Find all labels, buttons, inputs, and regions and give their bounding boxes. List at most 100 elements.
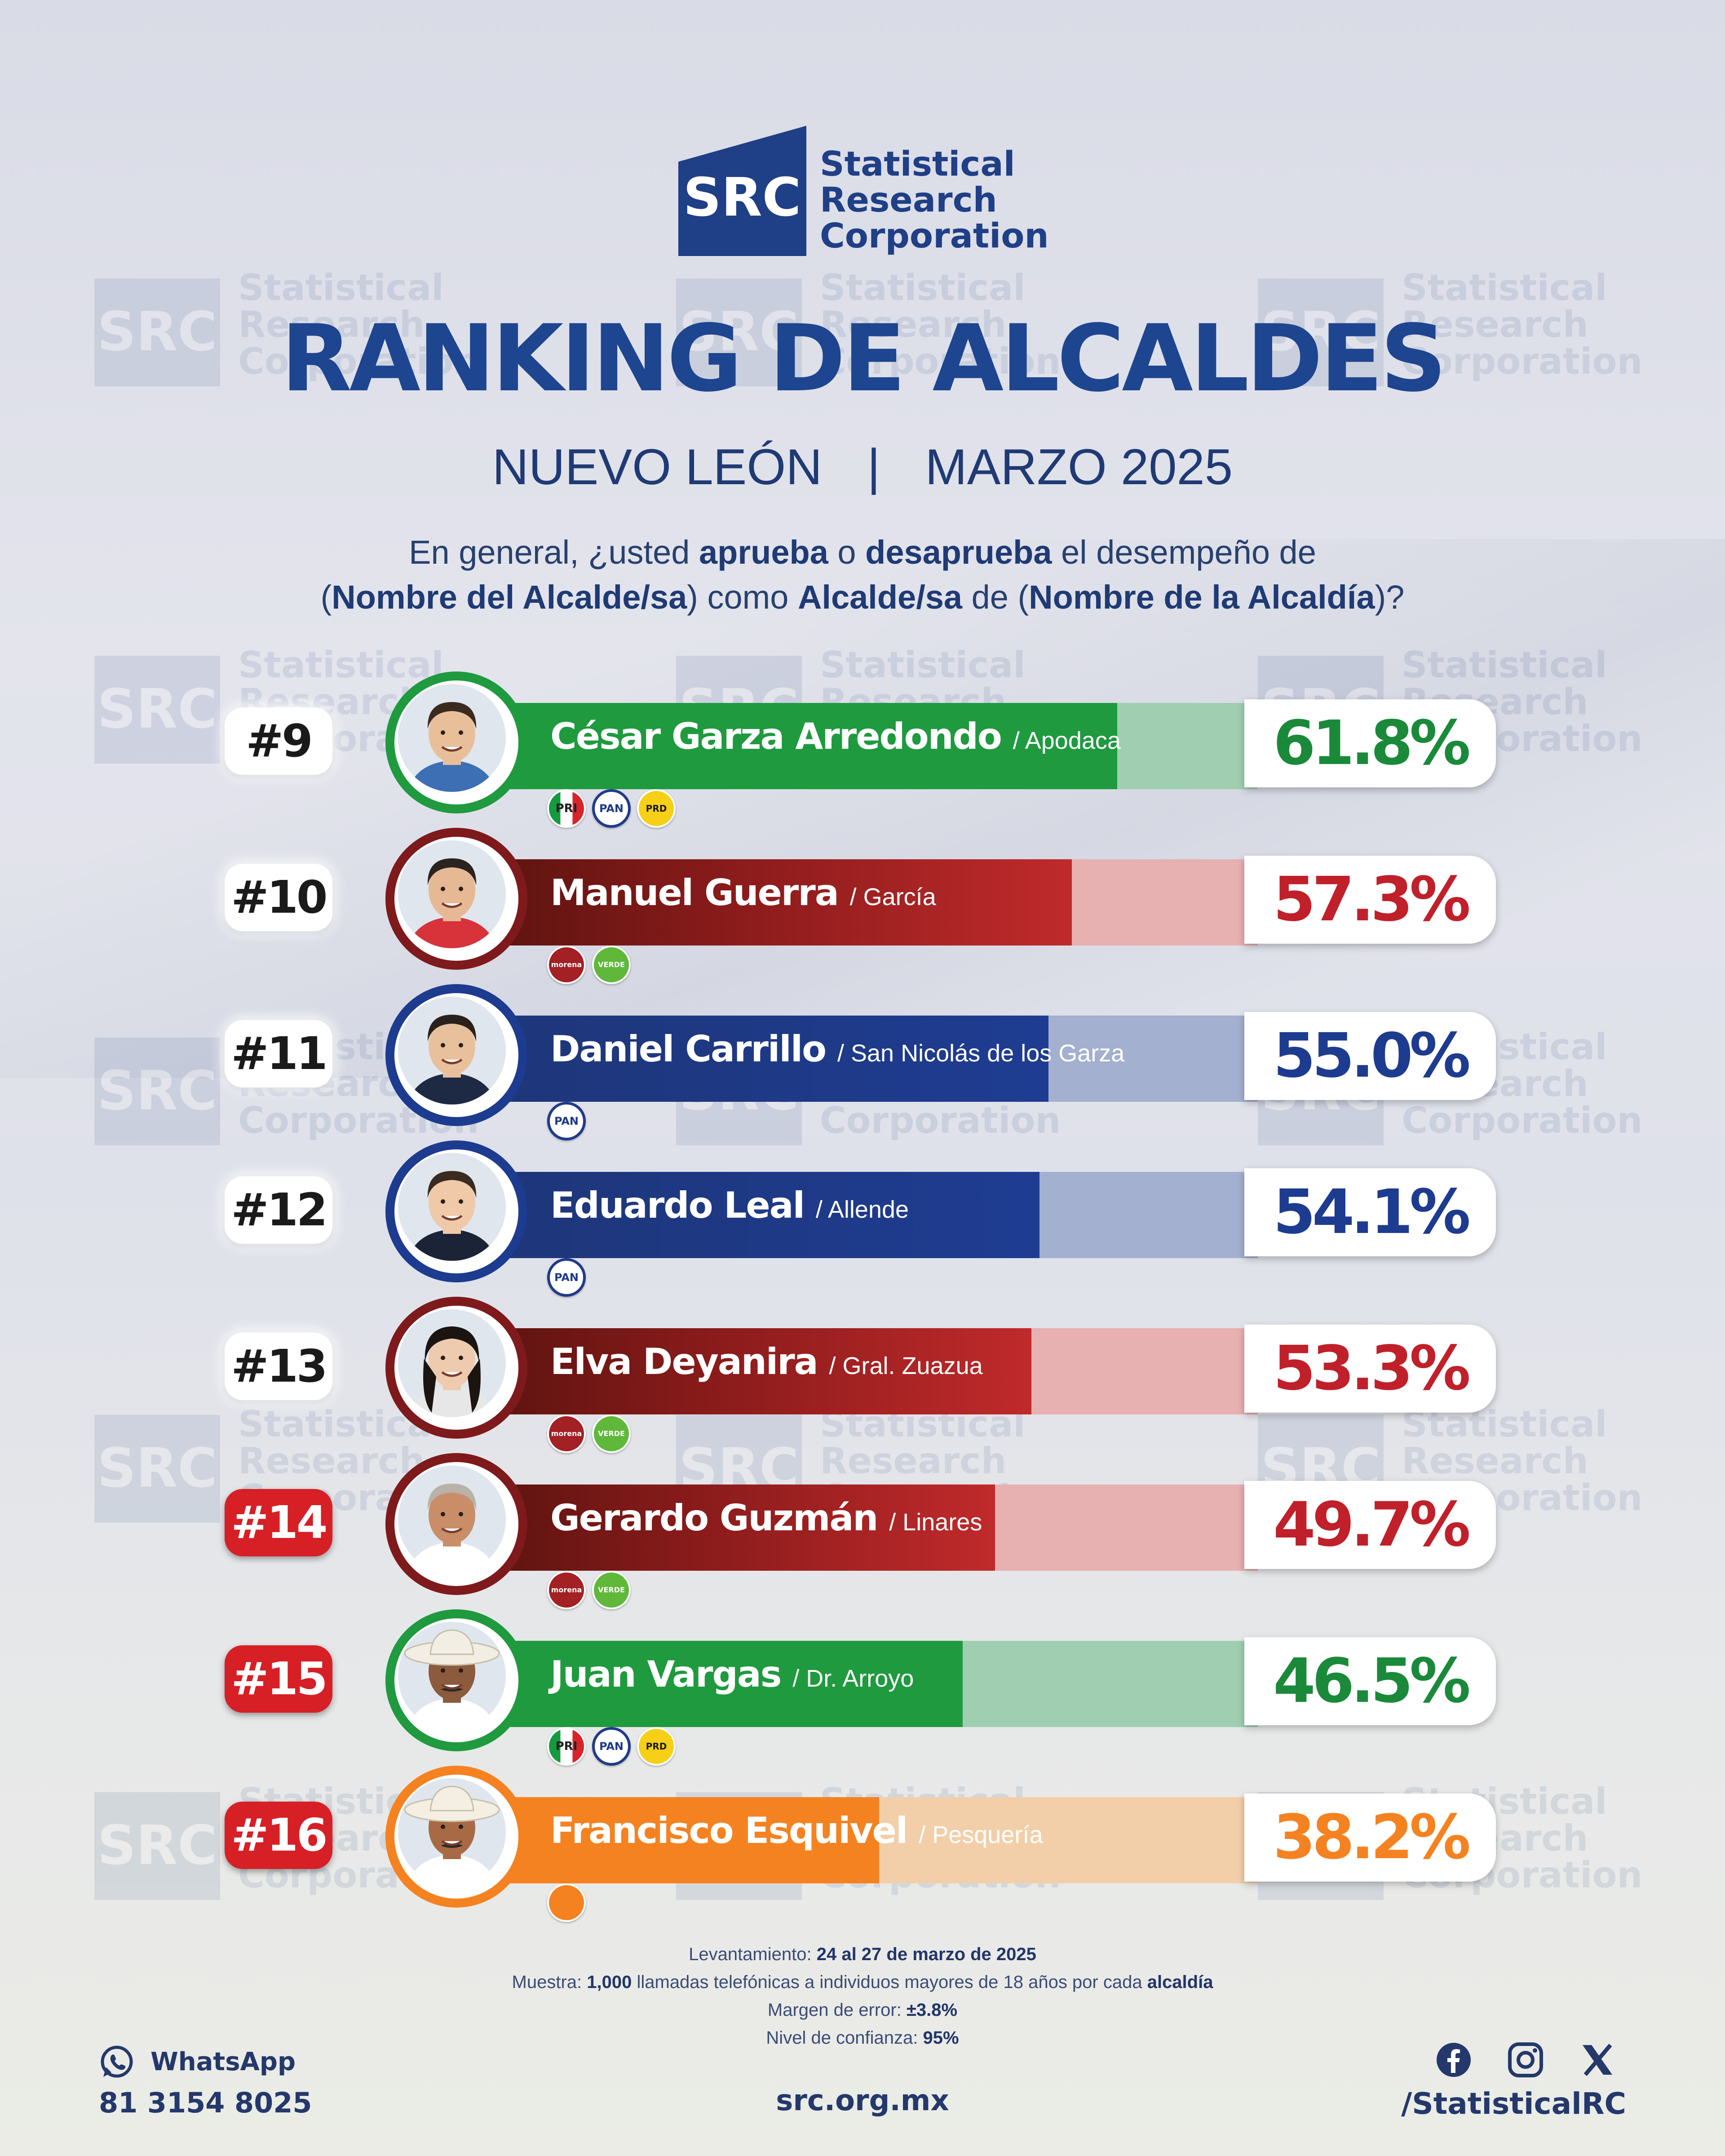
municipality-label: / García [849, 884, 936, 910]
methodology-margin: Margen de error: ±3.8% [767, 2000, 958, 2020]
rank-badge: #11 [225, 1020, 332, 1087]
rank-badge: #10 [225, 864, 332, 931]
watermark-mark: SRC [676, 278, 802, 386]
mayor-name: César Garza Arredondo / Apodaca [550, 716, 1121, 757]
mayor-photo-image [398, 1466, 506, 1573]
mayor-name: Manuel Guerra / García [550, 872, 936, 914]
facebook-icon[interactable] [1435, 2041, 1472, 2078]
ranking-row: #15 Juan Vargas / Dr. Arroyo 46.5% PRI PAN PR… [0, 1609, 1725, 1766]
methodology-fieldwork: Levantamiento: 24 al 27 de marzo de 2025 [689, 1944, 1036, 1964]
mayor-name: Gerardo Guzmán / Linares [550, 1497, 982, 1539]
party-logos: PRI PAN PRD [547, 1727, 682, 1767]
mayor-photo [385, 1453, 527, 1595]
approval-bar-fill [494, 1641, 963, 1727]
rank-badge: #15 [225, 1645, 332, 1713]
municipality-label: / Pesquería [919, 1821, 1043, 1848]
period-label: MARZO 2025 [925, 439, 1233, 495]
watermark-mark: SRC [1258, 278, 1384, 386]
logo-line-3: Corporation [820, 216, 1049, 256]
approval-value: 49.7% [1244, 1481, 1496, 1569]
rank-badge: #12 [225, 1176, 332, 1244]
approval-bar [494, 1172, 1258, 1258]
rank-badge: #9 [225, 707, 332, 775]
approval-value: 61.8% [1244, 699, 1496, 787]
mayor-photo-image [398, 1778, 506, 1886]
approval-bar-fill [494, 1016, 1048, 1102]
social-links: /StatisticalRC [1401, 2041, 1626, 2131]
approval-bar [494, 1016, 1258, 1102]
website-link[interactable]: src.org.mx [776, 2084, 949, 2117]
party-logo-pri-icon: PRI [547, 1727, 586, 1766]
mayor-name: Juan Vargas / Dr. Arroyo [550, 1653, 914, 1695]
approval-bar-remainder [963, 1641, 1258, 1727]
approval-bar-fill [494, 1797, 879, 1883]
party-logo-morena-icon: morena [547, 945, 586, 984]
mayor-photo [385, 1297, 527, 1439]
mayor-photo [385, 984, 527, 1126]
whatsapp-icon [101, 2046, 133, 2078]
approval-bar [494, 1484, 1258, 1571]
municipality-label: / Apodaca [1013, 727, 1121, 754]
approval-value: 38.2% [1244, 1794, 1496, 1882]
party-logos: morena VERDE [547, 1571, 637, 1611]
approval-bar-remainder [1039, 1172, 1258, 1258]
party-logos [547, 1883, 592, 1924]
approval-bar [494, 859, 1258, 945]
watermark-mark: SRC [94, 656, 220, 764]
mayor-photo-image [398, 840, 506, 948]
mayor-name-text: Manuel Guerra [550, 872, 850, 914]
social-handle[interactable]: /StatisticalRC [1401, 2086, 1626, 2121]
whatsapp-label: WhatsApp [150, 2047, 296, 2076]
src-logo-mark: SRC [678, 126, 806, 256]
ranking-row: #10 Manuel Guerra / García 57.3% morena VERD… [0, 828, 1725, 984]
logo-line-2: Research [820, 180, 997, 220]
party-logo-pan-icon: PAN [592, 789, 631, 828]
party-logos: PAN [547, 1258, 592, 1299]
state-label: NUEVO LEÓN [492, 439, 823, 495]
approval-bar [494, 1797, 1258, 1883]
party-logos: PAN [547, 1102, 592, 1142]
mayor-name: Daniel Carrillo / San Nicolás de los Gar… [550, 1028, 1124, 1070]
approval-bar-fill [494, 1484, 995, 1571]
page-title: RANKING DE ALCALDES [281, 305, 1447, 412]
mayor-name-text: Eduardo Leal [550, 1184, 816, 1226]
party-logo-pri-icon: PRI [547, 789, 586, 828]
municipality-label: / Dr. Arroyo [792, 1665, 914, 1692]
whatsapp-phone[interactable]: 81 3154 8025 [99, 2086, 312, 2119]
mayor-photo [385, 1609, 527, 1751]
approval-bar-fill [494, 1172, 1039, 1258]
party-logo-pan-icon: PAN [547, 1258, 586, 1297]
logo-line-1: Statistical [820, 144, 1015, 184]
mayor-name-text: Gerardo Guzmán [550, 1497, 889, 1539]
mayor-photo-image [398, 684, 506, 792]
approval-value: 46.5% [1244, 1637, 1496, 1725]
ranking-row: #12 Eduardo Leal / Allende 54.1% PAN [0, 1140, 1725, 1297]
mayor-name-text: Juan Vargas [550, 1653, 793, 1695]
x-icon[interactable] [1579, 2041, 1616, 2078]
mayor-photo-image [398, 1622, 506, 1730]
background-mountain [0, 539, 1725, 1078]
party-logos: morena VERDE [547, 1414, 637, 1455]
approval-bar-remainder [1117, 703, 1258, 789]
municipality-label: / Gral. Zuazua [829, 1352, 983, 1379]
approval-bar-remainder [879, 1797, 1258, 1883]
page-subtitle: NUEVO LEÓN | MARZO 2025 [0, 438, 1725, 496]
instagram-icon[interactable] [1507, 2041, 1544, 2078]
mayor-photo [385, 672, 527, 813]
mayor-photo [385, 1766, 527, 1908]
municipality-label: / Linares [889, 1509, 982, 1536]
party-logo-prd-icon: PRD [637, 789, 676, 828]
ranking-row: #16 Francisco Esquivel / Pesquería 38.2% [0, 1766, 1725, 1922]
mayor-photo [385, 828, 527, 970]
approval-bar-remainder [1072, 859, 1258, 945]
approval-value: 53.3% [1244, 1325, 1496, 1413]
approval-value: 57.3% [1244, 856, 1496, 944]
rank-badge: #13 [225, 1333, 332, 1400]
approval-bar-fill [494, 703, 1117, 789]
approval-bar-remainder [1031, 1328, 1258, 1414]
methodology: Levantamiento: 24 al 27 de marzo de 2025… [0, 1940, 1725, 2052]
party-logos: morena VERDE [547, 945, 637, 986]
party-logos: PRI PAN PRD [547, 789, 682, 830]
ranking-row: #9 César Garza Arredondo / Apodaca 61.8% PR… [0, 672, 1725, 828]
